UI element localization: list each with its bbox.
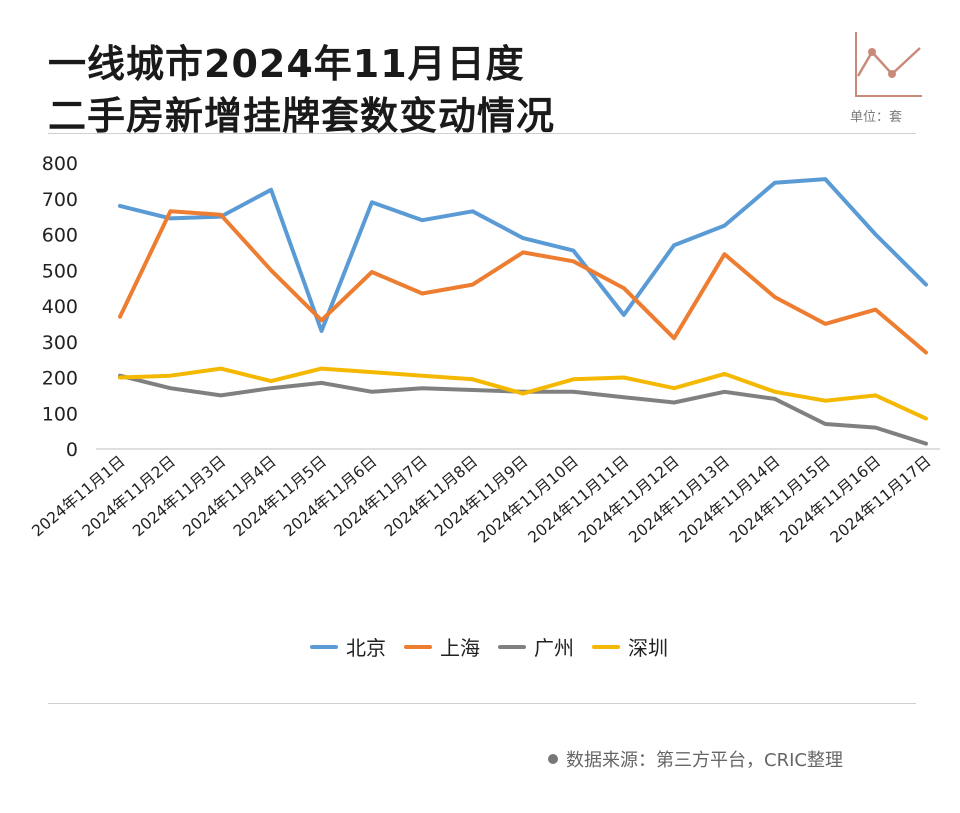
bottom-divider <box>48 703 916 704</box>
y-tick-label: 600 <box>42 225 78 247</box>
legend-label: 北京 <box>346 636 386 660</box>
legend-swatch <box>592 644 620 649</box>
legend-swatch <box>310 644 338 649</box>
y-tick-label: 500 <box>42 260 78 282</box>
chart-title-line-2: 二手房新增挂牌套数变动情况 <box>48 94 556 138</box>
chart-legend: 北京 上海 广州 深圳 <box>310 632 668 661</box>
unit-label: 单位：套 <box>850 110 903 125</box>
series-line-2 <box>118 373 928 446</box>
source-note: 数据来源：第三方平台，CRIC整理 <box>548 746 843 772</box>
x-axis: 2024年11月1日2024年11月2日2024年11月3日2024年11月4日… <box>28 448 940 547</box>
legend-label: 深圳 <box>628 636 668 660</box>
series-line-3 <box>118 366 928 421</box>
legend-swatch <box>498 644 526 649</box>
legend-label: 上海 <box>440 636 480 660</box>
legend-item-3: 深圳 <box>592 632 668 661</box>
legend-item-1: 上海 <box>404 632 480 661</box>
chart-title: 一线城市2024年11月日度 二手房新增挂牌套数变动情况 <box>48 38 555 142</box>
chart-title-line-1: 一线城市2024年11月日度 <box>48 42 525 86</box>
y-tick-label: 400 <box>42 296 78 318</box>
series-lines <box>118 177 928 446</box>
y-tick-label: 800 <box>42 153 78 175</box>
source-text: 数据来源：第三方平台，CRIC整理 <box>566 750 843 771</box>
y-tick-label: 100 <box>42 403 78 425</box>
y-axis: 0 100 200 300 400 500 600 700 800 <box>42 153 78 461</box>
series-line-0 <box>118 177 928 333</box>
legend-swatch <box>404 644 432 649</box>
y-tick-label: 200 <box>42 368 78 390</box>
bullet-dot-icon <box>548 754 558 764</box>
series-line-1 <box>118 209 928 355</box>
legend-label: 广州 <box>534 636 574 660</box>
y-tick-label: 0 <box>66 439 78 461</box>
y-tick-label: 300 <box>42 332 78 354</box>
y-tick-label: 700 <box>42 189 78 211</box>
legend-item-0: 北京 <box>310 632 386 661</box>
line-chart-icon <box>855 32 922 97</box>
legend-item-2: 广州 <box>498 632 574 661</box>
top-divider <box>48 133 916 134</box>
